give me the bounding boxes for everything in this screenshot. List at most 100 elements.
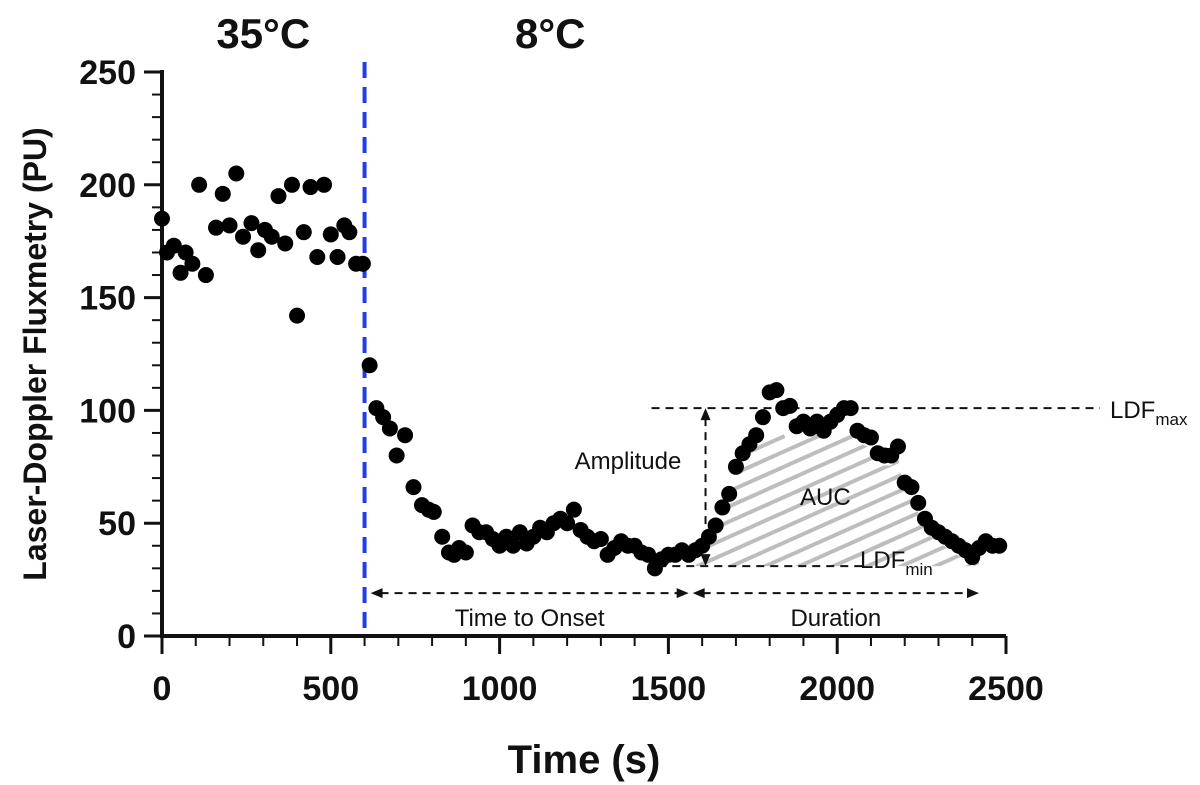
ldf-max-subscript: max bbox=[1155, 410, 1188, 429]
auc-hatch-line bbox=[1063, 436, 1200, 570]
data-point bbox=[889, 438, 906, 455]
auc-hatch-line bbox=[1131, 436, 1200, 570]
ldf-min-base: LDF bbox=[860, 547, 905, 574]
time-to-onset-arrowhead-right bbox=[676, 588, 689, 599]
data-point bbox=[277, 235, 294, 252]
data-point bbox=[289, 307, 306, 324]
axis-tick-labels: 0 500 1000 1500 2000 2500 0 50 100 150 200 250 bbox=[79, 54, 1044, 708]
data-point bbox=[172, 264, 189, 281]
duration-arrowhead-right bbox=[966, 588, 979, 599]
duration-arrowhead-left bbox=[692, 588, 705, 599]
data-point bbox=[214, 185, 231, 202]
data-point bbox=[302, 179, 319, 196]
data-points bbox=[154, 165, 1008, 577]
data-point bbox=[388, 447, 405, 464]
auc-hatch-line bbox=[1029, 436, 1200, 570]
data-point bbox=[991, 537, 1008, 554]
data-point bbox=[295, 224, 312, 241]
data-point bbox=[381, 420, 398, 437]
x-tick-label: 2000 bbox=[799, 670, 875, 708]
x-tick-label: 1500 bbox=[631, 670, 707, 708]
data-point bbox=[397, 427, 414, 444]
data-point bbox=[559, 515, 576, 532]
data-point bbox=[184, 255, 201, 272]
data-point bbox=[903, 479, 920, 496]
duration-label: Duration bbox=[790, 605, 881, 632]
condition-label-35c: 35°C bbox=[216, 10, 310, 57]
data-point bbox=[754, 409, 771, 426]
condition-label-8c: 8°C bbox=[515, 10, 586, 57]
auc-hatch-line bbox=[1097, 436, 1200, 570]
auc-hatch-line bbox=[891, 434, 979, 568]
data-point bbox=[714, 499, 731, 516]
amplitude-arrowhead-top bbox=[700, 408, 711, 421]
data-point bbox=[228, 165, 245, 182]
auc-hatch-line bbox=[857, 434, 979, 568]
y-axis-label: Laser-Doppler Fluxmetry (PU) bbox=[17, 127, 53, 580]
data-point bbox=[405, 479, 422, 496]
ldf-min-subscript: min bbox=[905, 560, 932, 579]
data-point bbox=[283, 176, 300, 193]
data-point bbox=[191, 176, 208, 193]
x-axis-label: Time (s) bbox=[508, 738, 661, 782]
data-point bbox=[354, 255, 371, 272]
x-tick-label: 0 bbox=[153, 670, 172, 708]
data-point bbox=[243, 215, 260, 232]
amplitude-label: Amplitude bbox=[575, 448, 682, 475]
ldf-min-label: LDFmin bbox=[860, 547, 933, 579]
x-tick-label: 1000 bbox=[462, 670, 538, 708]
auc-hatch-line bbox=[755, 434, 979, 568]
data-point bbox=[505, 537, 522, 554]
data-point bbox=[592, 530, 609, 547]
data-point bbox=[862, 429, 879, 446]
data-point bbox=[221, 217, 238, 234]
y-tick-label: 200 bbox=[79, 167, 136, 205]
data-point bbox=[316, 176, 333, 193]
data-point bbox=[361, 357, 378, 374]
data-point bbox=[197, 267, 214, 284]
data-point bbox=[322, 226, 339, 243]
y-tick-label: 50 bbox=[98, 505, 136, 543]
data-point bbox=[768, 382, 785, 399]
data-point bbox=[309, 248, 326, 265]
data-point bbox=[329, 248, 346, 265]
data-point bbox=[727, 458, 744, 475]
data-point bbox=[425, 503, 442, 520]
y-tick-label: 250 bbox=[79, 54, 136, 92]
axis-ticks bbox=[144, 70, 1008, 654]
auc-hatch-line bbox=[695, 434, 820, 568]
data-point bbox=[341, 224, 358, 241]
y-tick-label: 150 bbox=[79, 280, 136, 318]
y-tick-label: 0 bbox=[117, 618, 136, 656]
data-point bbox=[270, 188, 287, 205]
data-point bbox=[781, 397, 798, 414]
data-point bbox=[208, 219, 225, 236]
data-point bbox=[434, 528, 451, 545]
data-point bbox=[154, 210, 170, 227]
ldf-max-base: LDF bbox=[1110, 397, 1155, 424]
data-point bbox=[640, 546, 657, 563]
data-point bbox=[565, 501, 582, 518]
time-to-onset-arrowhead-left bbox=[370, 588, 383, 599]
data-point bbox=[457, 544, 474, 561]
data-point bbox=[707, 517, 724, 534]
data-point bbox=[250, 242, 267, 259]
data-point bbox=[235, 228, 252, 245]
data-point bbox=[842, 400, 859, 417]
auc-hatch-line bbox=[1165, 436, 1200, 570]
auc-label: AUC bbox=[800, 484, 851, 511]
ldf-max-label: LDFmax bbox=[1110, 397, 1188, 429]
y-tick-label: 100 bbox=[79, 392, 136, 430]
data-point bbox=[165, 237, 182, 254]
auc-hatch-line bbox=[695, 434, 922, 568]
amplitude-arrowhead-bottom bbox=[700, 554, 711, 567]
x-tick-label: 2500 bbox=[968, 670, 1044, 708]
auc-hatch-line bbox=[695, 434, 888, 568]
x-tick-label: 500 bbox=[302, 670, 359, 708]
data-point bbox=[910, 494, 927, 511]
auc-hatch-line bbox=[995, 436, 1200, 570]
time-to-onset-label: Time to Onset bbox=[455, 605, 605, 632]
data-point bbox=[721, 485, 738, 502]
data-point bbox=[748, 427, 765, 444]
